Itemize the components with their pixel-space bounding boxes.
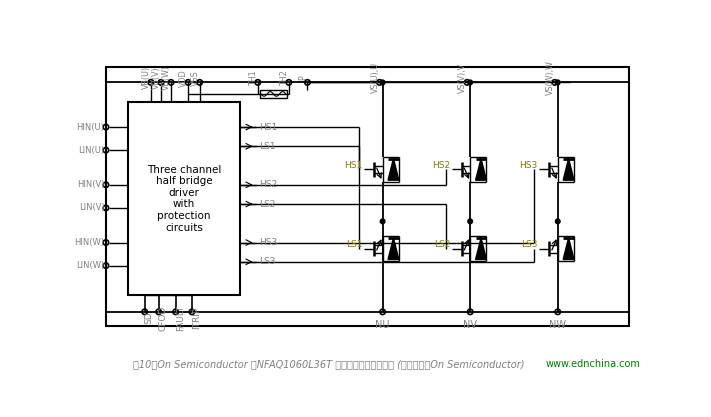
Text: LS3: LS3 (260, 257, 276, 266)
Text: VSS: VSS (191, 70, 200, 85)
Circle shape (380, 80, 385, 85)
Circle shape (555, 80, 560, 85)
Text: NV: NV (463, 319, 477, 329)
Text: HS1: HS1 (344, 161, 363, 170)
Text: ITRIP: ITRIP (192, 307, 201, 329)
Text: VB(V): VB(V) (152, 66, 161, 89)
Text: VB(W): VB(W) (162, 65, 171, 90)
Text: LS2: LS2 (434, 240, 450, 249)
Circle shape (468, 80, 473, 85)
Circle shape (468, 219, 473, 224)
Text: HS3: HS3 (260, 238, 277, 247)
Text: HS2: HS2 (432, 161, 450, 170)
Text: www.ednchina.com: www.ednchina.com (545, 359, 640, 369)
Text: P: P (299, 75, 307, 80)
Text: LIN(W): LIN(W) (76, 261, 105, 270)
Bar (260, 90, 287, 98)
Text: SD: SD (144, 311, 154, 324)
Text: VS(W),W: VS(W),W (545, 60, 555, 95)
Text: HS1: HS1 (260, 123, 277, 131)
Text: HIN(W): HIN(W) (75, 238, 105, 247)
Text: 图10：On Semiconductor 的NFAQ1060L36T 功率集成模块功能框图 (图片来源：On Semiconductor): 图10：On Semiconductor 的NFAQ1060L36T 功率集成模… (134, 359, 525, 369)
Text: FAULT: FAULT (176, 305, 185, 331)
Text: LS2: LS2 (260, 200, 276, 208)
Text: HS3: HS3 (519, 161, 538, 170)
Polygon shape (388, 238, 399, 259)
Polygon shape (476, 158, 486, 180)
Polygon shape (388, 158, 399, 180)
Polygon shape (563, 238, 574, 259)
Text: VS(V),V: VS(V),V (458, 63, 467, 93)
Text: HS2: HS2 (260, 180, 277, 189)
Text: VDD: VDD (179, 69, 188, 87)
Text: LS1: LS1 (346, 240, 363, 249)
Text: LIN(U): LIN(U) (78, 146, 105, 155)
Text: VB(U): VB(U) (142, 66, 151, 89)
Bar (106, 67, 629, 326)
Text: NW: NW (550, 319, 566, 329)
Text: LS1: LS1 (260, 142, 276, 151)
Text: LS3: LS3 (521, 240, 538, 249)
Text: Three channel
half bridge
driver
with
protection
circuits: Three channel half bridge driver with pr… (146, 165, 221, 233)
Circle shape (555, 219, 560, 224)
Text: HIN(U): HIN(U) (77, 123, 105, 131)
Text: TH1: TH1 (249, 70, 258, 85)
Text: LIN(V): LIN(V) (79, 203, 105, 212)
Polygon shape (563, 158, 574, 180)
Polygon shape (476, 238, 486, 259)
Bar (128, 103, 240, 295)
Text: TH2: TH2 (280, 70, 289, 85)
Circle shape (380, 219, 385, 224)
Text: NU: NU (375, 319, 390, 329)
Text: HIN(V): HIN(V) (77, 180, 105, 189)
Text: VS(U),U: VS(U),U (370, 62, 380, 93)
Text: CFOD: CFOD (159, 305, 168, 331)
